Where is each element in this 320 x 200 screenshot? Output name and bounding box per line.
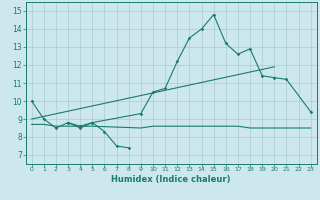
- X-axis label: Humidex (Indice chaleur): Humidex (Indice chaleur): [111, 175, 231, 184]
